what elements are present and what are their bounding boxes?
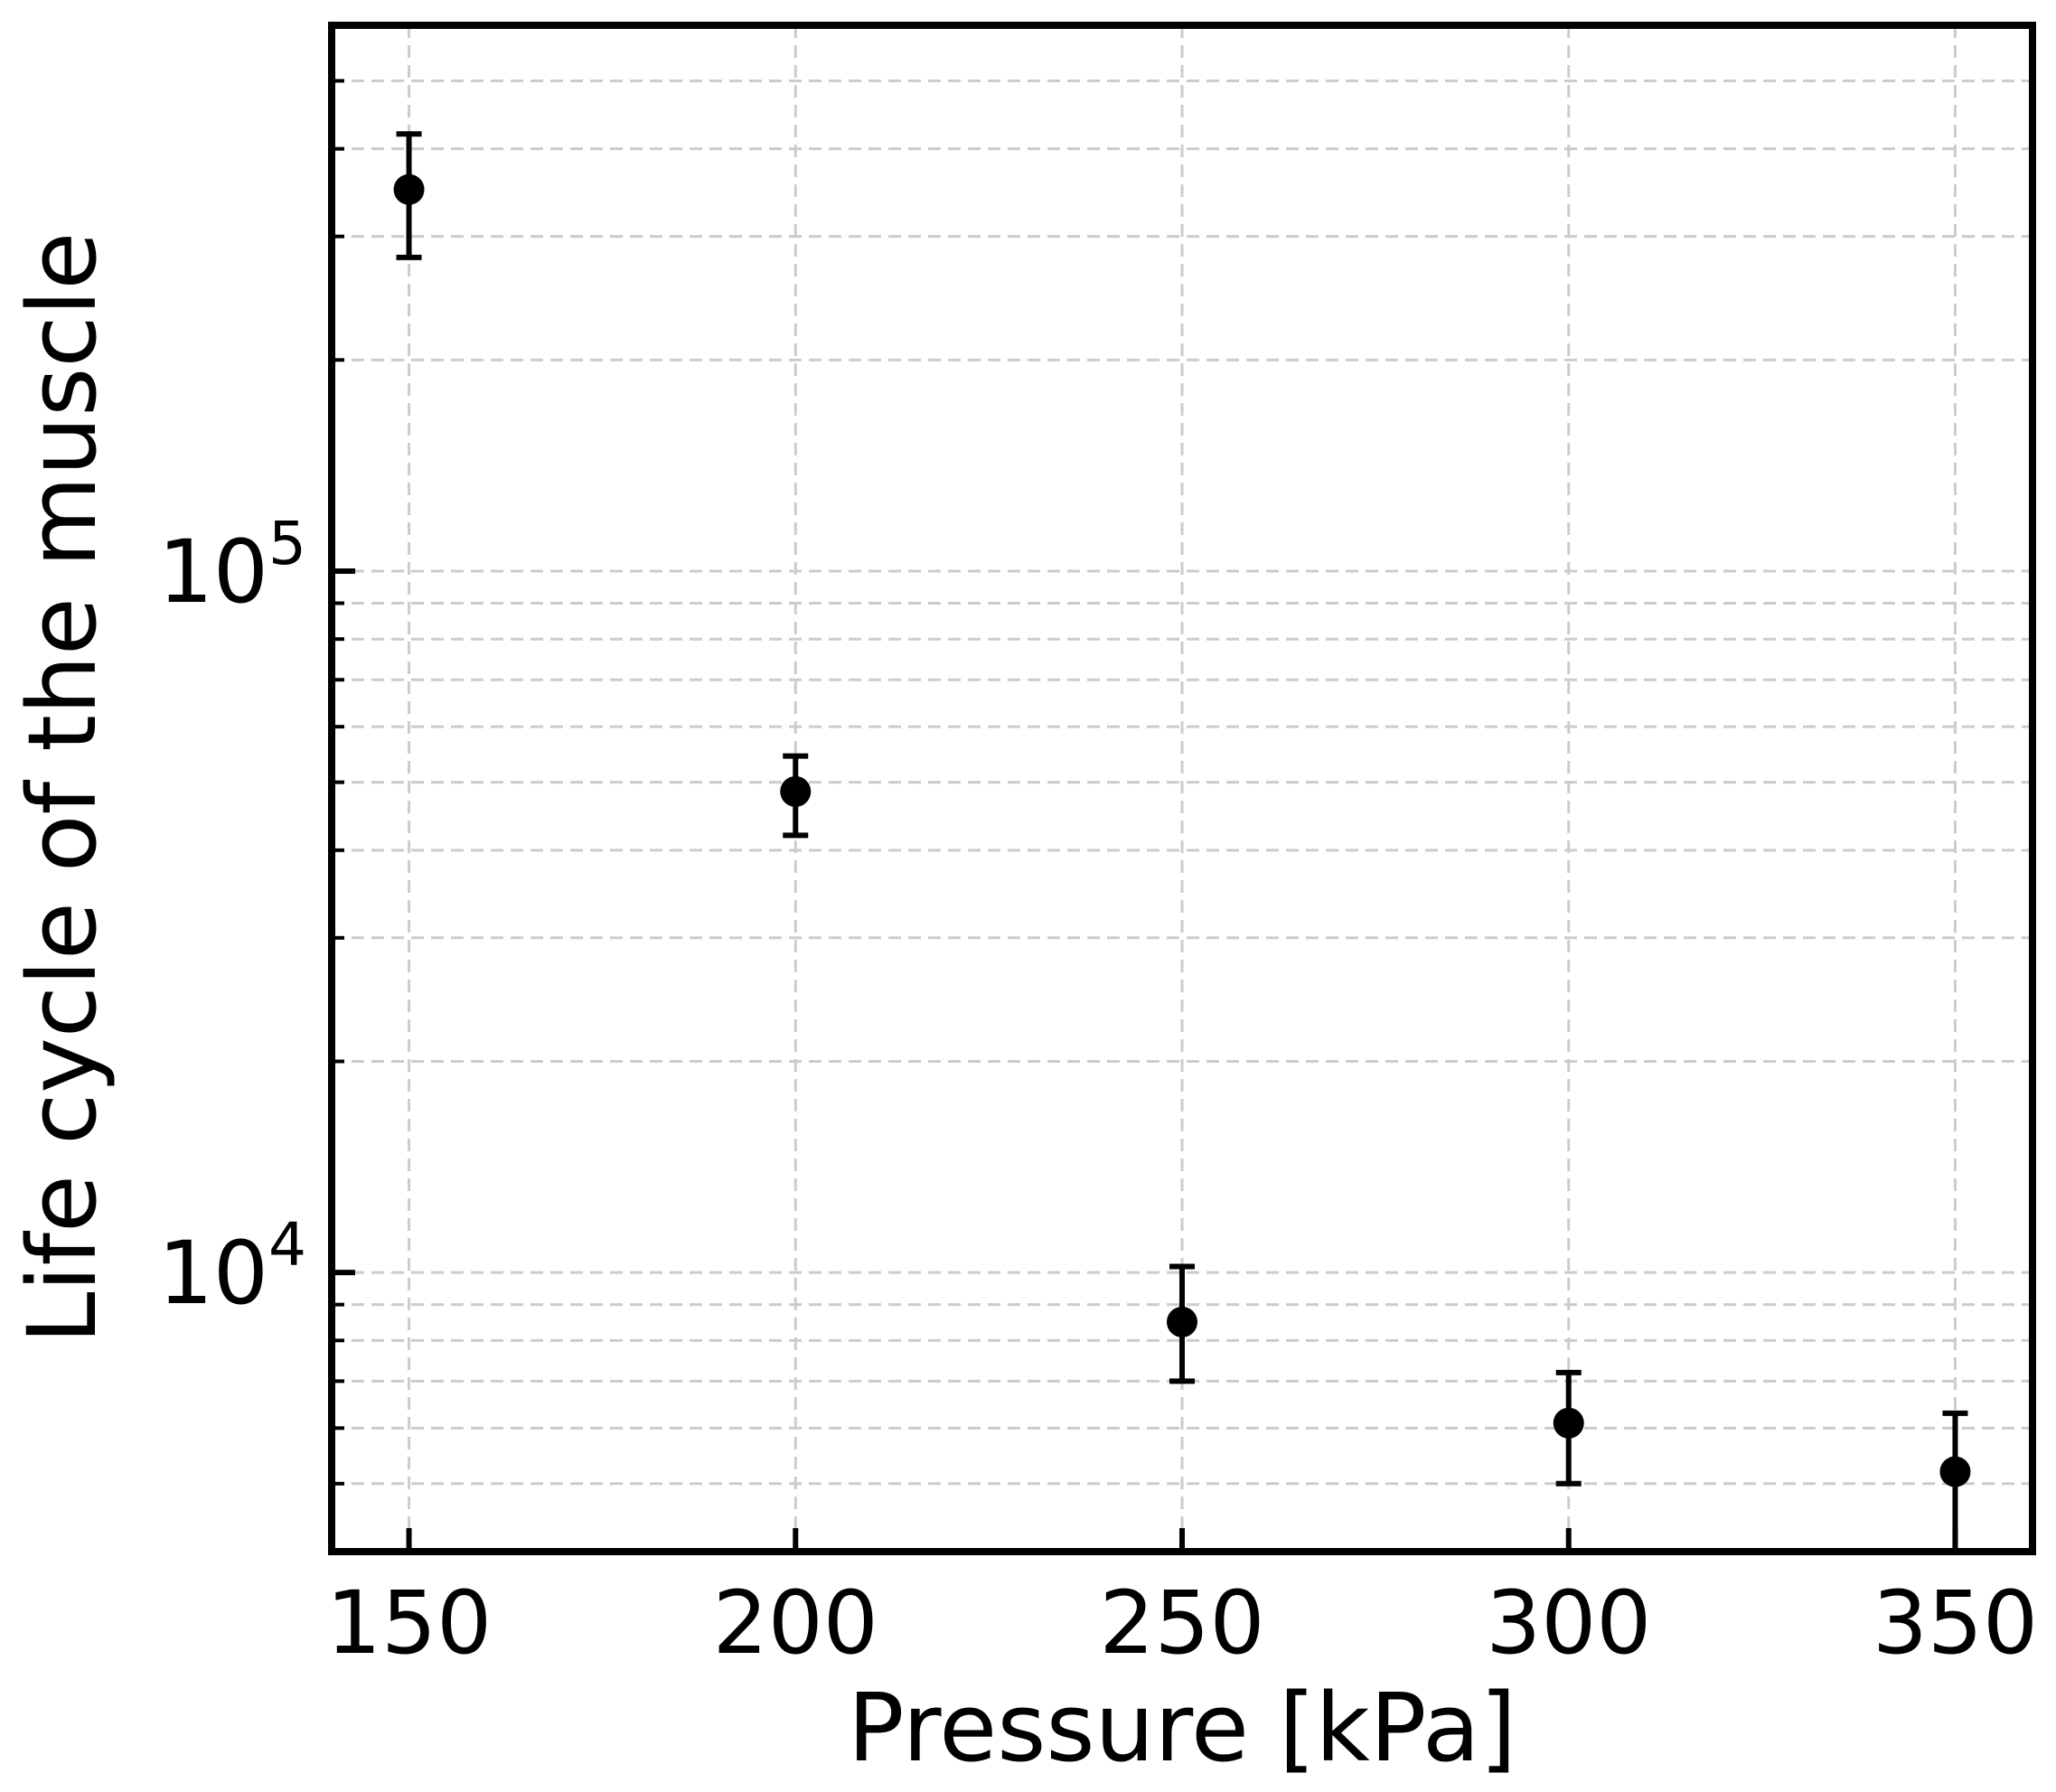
x-tick-label: 200 xyxy=(713,1572,878,1674)
data-point xyxy=(1939,1456,1971,1487)
y-tick-label: 105 xyxy=(158,509,306,623)
data-point xyxy=(1553,1407,1584,1439)
plot-frame xyxy=(328,22,2036,1555)
x-tick-label: 350 xyxy=(1873,1572,2038,1674)
data-point xyxy=(393,174,425,205)
axis-ticks xyxy=(332,23,1958,1553)
data-point xyxy=(1167,1306,1197,1337)
y-tick-label: 104 xyxy=(158,1210,306,1324)
x-tick-labels: 150 200 250 300 350 xyxy=(326,1572,2038,1674)
data-points xyxy=(393,174,1971,1487)
data-point xyxy=(780,775,812,807)
x-axis-label: Pressure [kPa] xyxy=(848,1673,1516,1783)
grid-lines xyxy=(332,23,2033,1553)
x-tick-label: 250 xyxy=(1099,1572,1264,1674)
y-axis-label: Life cycle of the muscle xyxy=(7,232,117,1345)
y-tick-labels: 104 105 xyxy=(158,509,306,1324)
x-tick-label: 300 xyxy=(1486,1572,1651,1674)
x-tick-label: 150 xyxy=(326,1572,492,1674)
